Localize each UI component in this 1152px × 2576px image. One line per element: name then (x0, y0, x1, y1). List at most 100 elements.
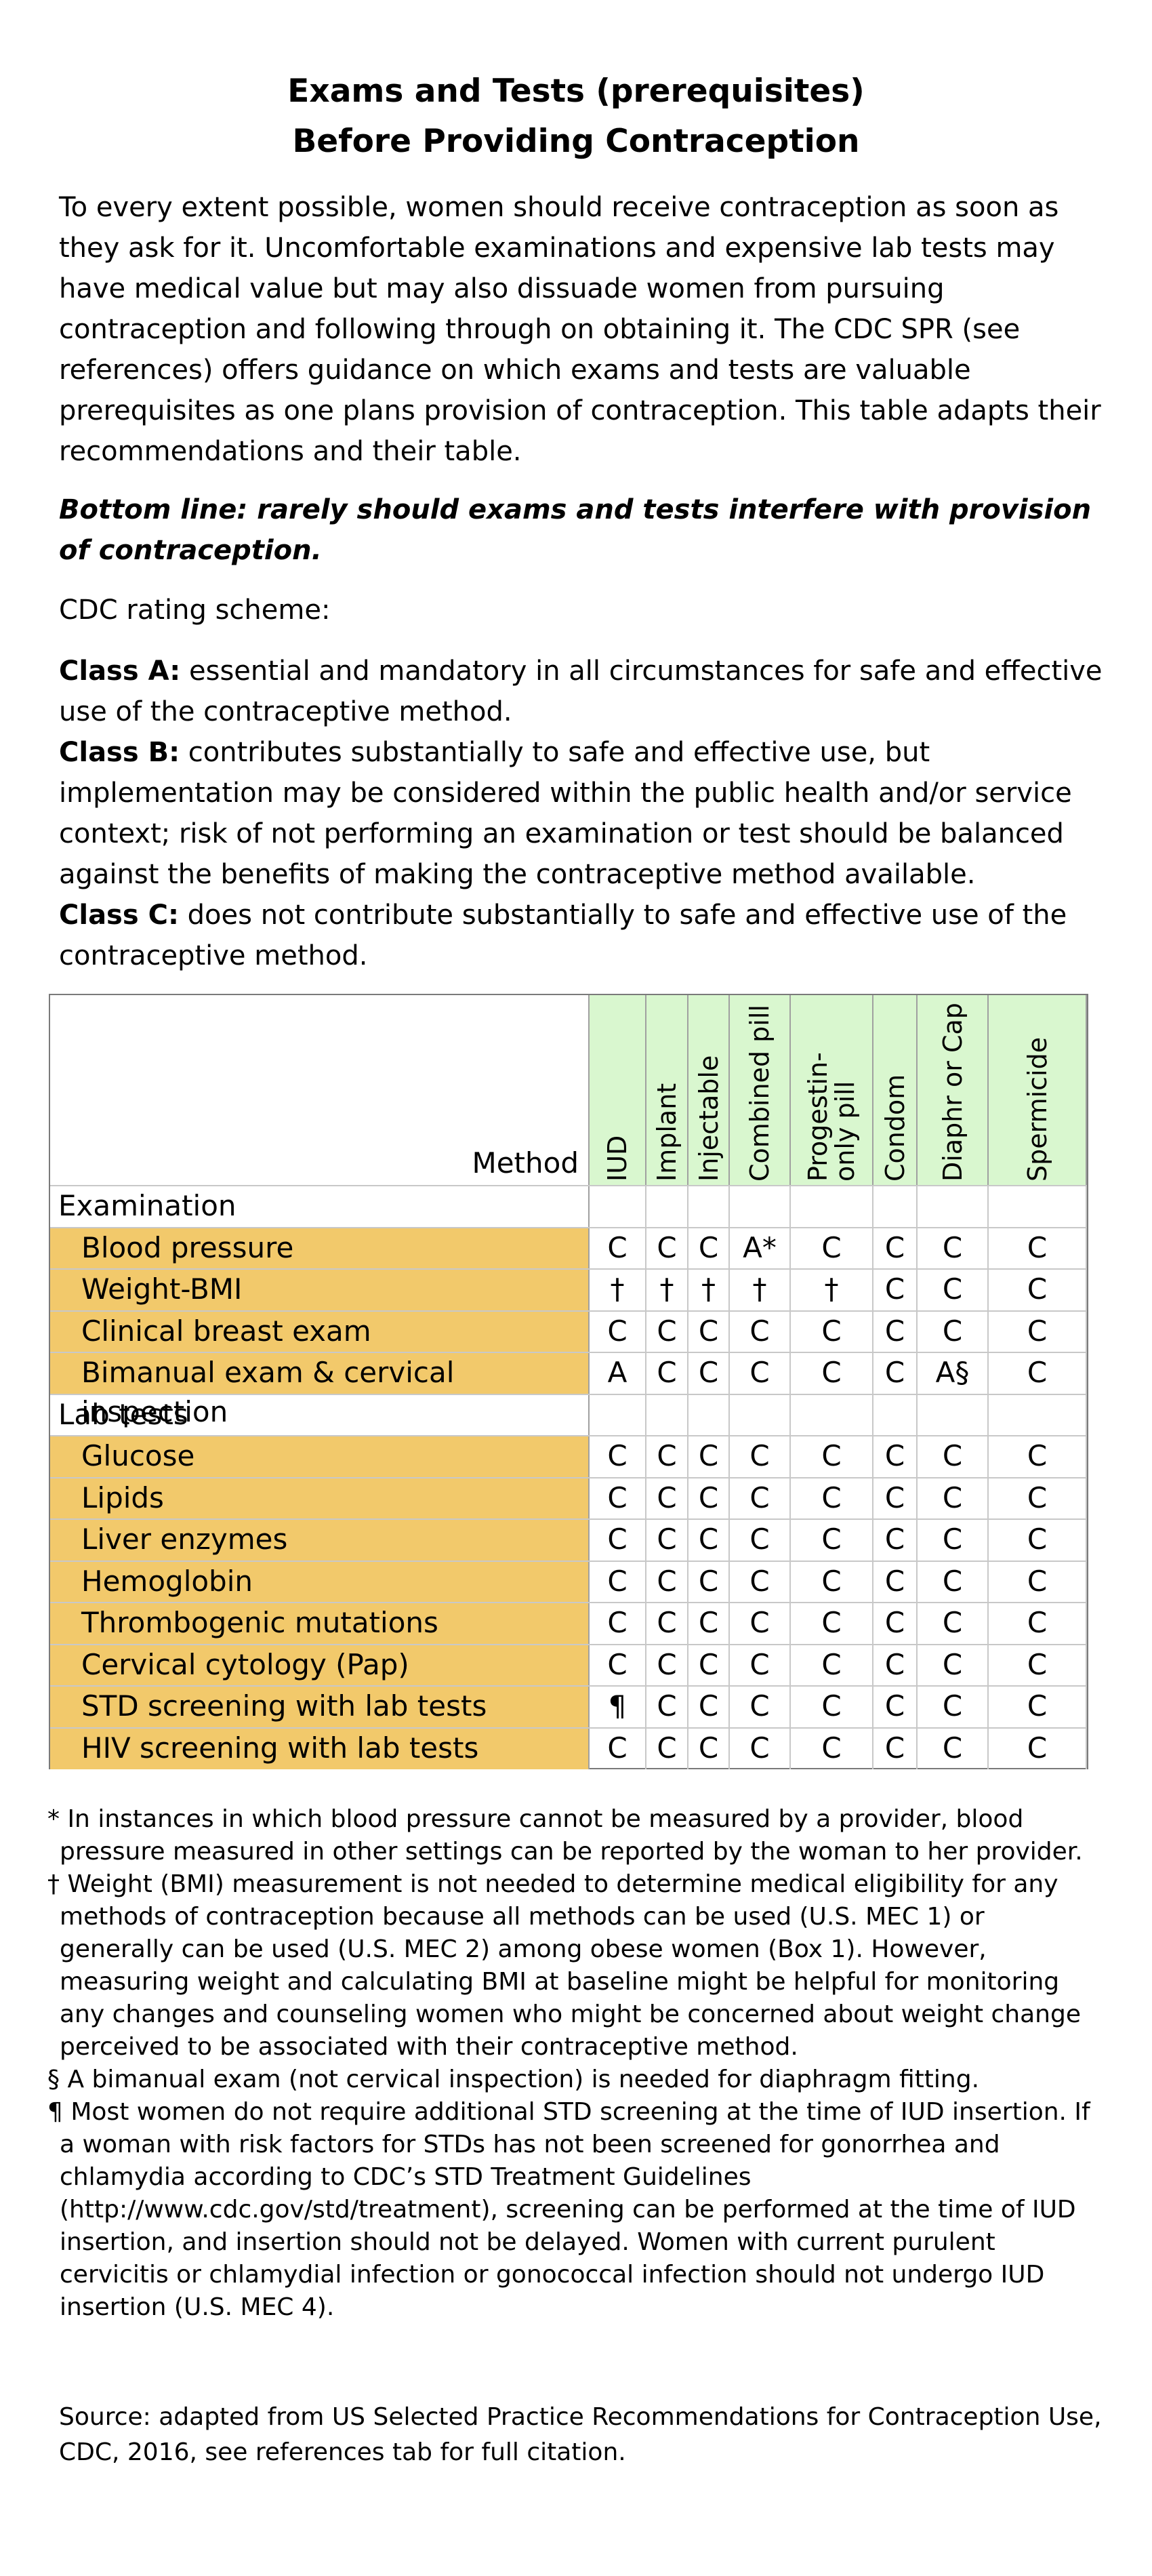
row-label: Clinical breast exam (50, 1311, 590, 1352)
table-row: Clinical breast exam C C C C C C C C (50, 1310, 1087, 1352)
table-cell: C (730, 1728, 791, 1769)
table-cell (688, 1394, 730, 1436)
table-cell: C (688, 1353, 730, 1394)
table-cell: C (590, 1311, 646, 1352)
column-header-0: IUD (590, 995, 646, 1185)
table-cell: C (646, 1561, 688, 1603)
column-header-label: Implant (652, 1083, 682, 1182)
column-header-label: Progestin-only pill (803, 1052, 860, 1182)
rating-heading: CDC rating scheme: (59, 595, 331, 626)
table-row: Bimanual exam & cervical inspection A C C C C… (50, 1352, 1087, 1428)
table-cell: C (989, 1687, 1087, 1727)
column-header-label: Injectable (693, 1055, 724, 1182)
table-row: Hemoglobin C C C C C C C C (50, 1560, 1087, 1603)
table-cell: C (646, 1478, 688, 1519)
column-header-label: Diaphr or Cap (937, 1003, 968, 1182)
table-cell: C (873, 1353, 918, 1394)
table-cell: C (791, 1311, 873, 1352)
column-header-5: Condom (873, 995, 918, 1185)
table-cell: C (688, 1228, 730, 1269)
table-cell: C (646, 1645, 688, 1686)
column-header-4: Progestin-only pill (791, 995, 873, 1185)
table-cell (646, 1394, 688, 1436)
page-title: Exams and Tests (prerequisites) Before P… (0, 66, 1152, 167)
table-cell: C (918, 1561, 989, 1603)
table-cell: C (791, 1478, 873, 1519)
table-cell: C (730, 1436, 791, 1477)
table-cell: C (918, 1478, 989, 1519)
table-cell: C (918, 1603, 989, 1644)
table-cell: C (730, 1645, 791, 1686)
table-row: Cervical cytology (Pap) C C C C C C C C (50, 1643, 1087, 1686)
table-cell: C (989, 1728, 1087, 1769)
table-cell: C (791, 1353, 873, 1394)
table-cell: C (918, 1728, 989, 1769)
table-cell: C (688, 1603, 730, 1644)
table-cell: A (590, 1353, 646, 1394)
table-cell: C (730, 1520, 791, 1561)
table-cell: C (688, 1561, 730, 1603)
section-label: Examination (50, 1186, 590, 1227)
class-c-label: Class C: (59, 900, 179, 931)
table-cell: C (873, 1270, 918, 1310)
table-cell (989, 1394, 1087, 1436)
table-cell (688, 1186, 730, 1227)
table-cell: C (590, 1478, 646, 1519)
table-cell: C (989, 1520, 1087, 1561)
table-cell (590, 1394, 646, 1436)
table-cell: C (646, 1687, 688, 1727)
table-cell: † (590, 1270, 646, 1310)
table-cell: ¶ (590, 1687, 646, 1727)
table-cell (918, 1186, 989, 1227)
class-a-text: essential and mandatory in all circumsta… (59, 656, 1103, 727)
row-label: Glucose (50, 1436, 590, 1477)
table-row: Glucose C C C C C C C C (50, 1435, 1087, 1477)
column-header-7: Spermicide (989, 995, 1087, 1185)
title-line-2: Before Providing Contraception (292, 123, 860, 160)
row-label: Bimanual exam & cervical inspection (50, 1353, 590, 1428)
table-cell (791, 1186, 873, 1227)
table-cell: C (688, 1687, 730, 1727)
row-label: Weight-BMI (50, 1270, 590, 1310)
table-cell: C (590, 1228, 646, 1269)
table-cell: C (873, 1561, 918, 1603)
table-row: Lipids C C C C C C C C (50, 1476, 1087, 1519)
table-cell: C (791, 1520, 873, 1561)
table-cell: C (989, 1561, 1087, 1603)
table-row: Weight-BMI † † † † † C C C (50, 1268, 1087, 1310)
table-cell: C (918, 1520, 989, 1561)
table-cell: C (590, 1520, 646, 1561)
table-cell: C (688, 1728, 730, 1769)
table-cell: C (918, 1436, 989, 1477)
footnote: § A bimanual exam (not cervical inspecti… (47, 2066, 980, 2093)
section-label: Lab tests (50, 1394, 590, 1436)
row-label: Liver enzymes (50, 1520, 590, 1561)
table-cell: C (989, 1603, 1087, 1644)
source-note: Source: adapted from US Selected Practic… (59, 2403, 1102, 2466)
class-a-label: Class A: (59, 656, 181, 687)
table-cell: C (688, 1311, 730, 1352)
table-cell: C (918, 1270, 989, 1310)
class-b: Class B: contributes substantially to sa… (59, 732, 1103, 895)
table-cell: C (590, 1436, 646, 1477)
method-header-cell: Method (50, 995, 590, 1185)
table-cell (730, 1394, 791, 1436)
title-line-1: Exams and Tests (prerequisites) (287, 73, 865, 110)
column-header-label: IUD (602, 1135, 632, 1182)
table-cell: C (873, 1687, 918, 1727)
column-header-6: Diaphr or Cap (918, 995, 989, 1185)
row-label: HIV screening with lab tests (50, 1728, 590, 1769)
table-cell: † (730, 1270, 791, 1310)
table-cell: C (873, 1478, 918, 1519)
row-label: Cervical cytology (Pap) (50, 1645, 590, 1686)
table-cell (791, 1394, 873, 1436)
row-label: Thrombogenic mutations (50, 1603, 590, 1644)
table-cell: C (989, 1645, 1087, 1686)
table-cell: C (590, 1645, 646, 1686)
table-cell (873, 1394, 918, 1436)
table-cell: † (688, 1270, 730, 1310)
class-c-text: does not contribute substantially to saf… (59, 900, 1067, 971)
table-cell: C (590, 1561, 646, 1603)
row-label: STD screening with lab tests (50, 1687, 590, 1727)
table-cell: C (688, 1520, 730, 1561)
